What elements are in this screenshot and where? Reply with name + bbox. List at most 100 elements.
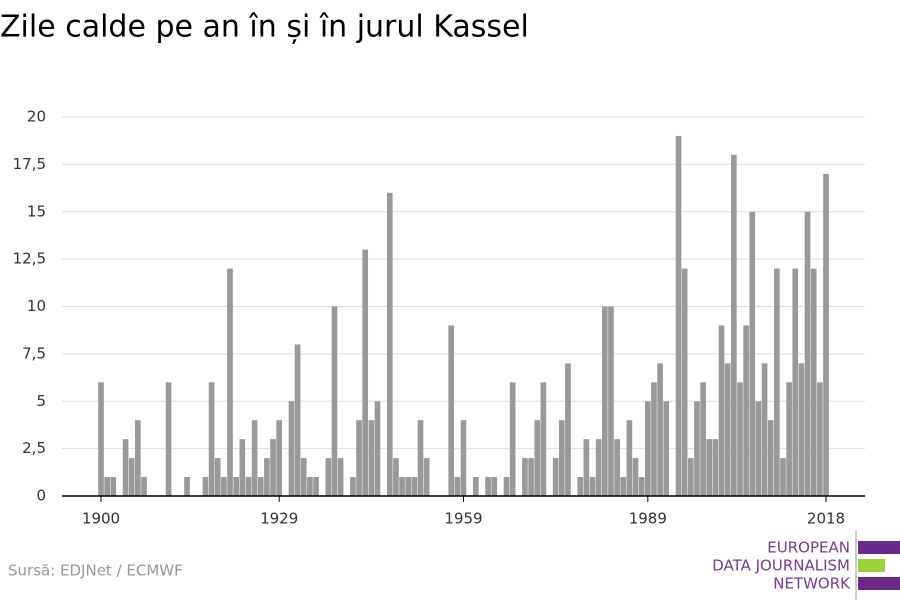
bar [331,306,338,496]
bar [350,477,356,496]
bar [552,458,559,496]
bar [626,420,633,496]
bar [491,477,498,496]
bar [509,382,516,496]
bar [245,477,252,496]
y-tick-label: 15 [27,202,46,220]
bar [423,458,430,496]
bar [417,420,424,496]
bar [374,401,381,496]
y-tick-label: 2,5 [22,439,46,457]
bar [792,268,799,496]
x-tick-label: 1929 [260,510,298,528]
logo-bar [858,559,885,572]
bar [104,477,110,496]
bar [614,439,620,496]
bar [589,477,596,496]
bar [780,458,786,496]
bar [386,192,393,497]
bar [681,268,688,496]
bar [767,420,774,496]
bar [688,458,694,496]
y-tick-label: 17,5 [13,155,46,173]
bar [644,401,651,496]
bar [810,268,817,496]
y-tick-label: 12,5 [13,250,46,268]
bar [817,382,823,496]
bar [239,439,246,496]
bar [270,439,276,496]
source: Sursă: EDJNet / ECMWF [8,562,183,580]
bar [675,135,682,496]
bar [755,401,762,496]
bar [393,458,399,496]
bar [528,458,534,496]
bar [798,363,805,496]
bar [221,477,227,496]
bar [98,382,104,496]
bar [307,477,313,496]
bar [202,477,209,496]
bar [823,173,829,496]
bar [300,458,307,496]
bar [313,477,319,496]
bar [337,458,344,496]
bar [460,420,467,496]
x-tick-label: 1989 [629,510,667,528]
x-tick-label: 1959 [444,510,482,528]
bar [214,458,221,496]
bar [706,439,713,496]
bar [362,249,369,496]
bar [411,477,418,496]
bar [608,306,614,496]
bar [448,325,455,496]
bar [122,439,129,496]
bar [534,420,541,496]
bar [700,382,706,496]
bar [694,401,700,496]
bar [141,477,147,496]
bar [128,458,135,496]
bar [761,363,768,496]
bar [620,477,627,496]
bar [227,268,233,496]
bar [749,211,756,496]
bar [368,420,375,496]
bar [276,420,283,496]
bar [638,477,645,496]
bar [257,477,264,496]
bar [184,477,190,496]
bar [737,382,743,496]
bar [503,477,510,496]
bar [577,477,584,496]
x-tick-label: 1900 [82,510,120,528]
chart-title: Zile calde pe an în și în jurul Kassel [0,10,529,45]
bar [485,477,491,496]
bar [724,363,731,496]
bar [583,439,590,496]
bar [712,439,719,496]
bar [718,325,725,496]
bar [264,458,270,496]
bar [356,420,362,496]
bar [632,458,639,496]
bar [786,382,792,496]
y-tick-label: 7,5 [22,344,46,362]
bar [251,420,258,496]
bar [558,420,565,496]
bar [165,382,172,496]
y-tick-label: 0 [36,487,46,505]
bar [208,382,215,496]
bar [743,325,749,496]
bar [135,420,141,496]
y-tick-label: 10 [27,297,46,315]
x-tick-label: 2018 [807,510,845,528]
logo: EUROPEAN DATA JOURNALISM NETWORK [712,530,900,600]
bar [657,363,663,496]
logo-text: EUROPEAN [767,539,850,557]
bar [774,268,780,496]
y-tick-label: 5 [36,392,46,410]
logo-bar [858,577,900,590]
bar [565,363,571,496]
bar [651,382,657,496]
